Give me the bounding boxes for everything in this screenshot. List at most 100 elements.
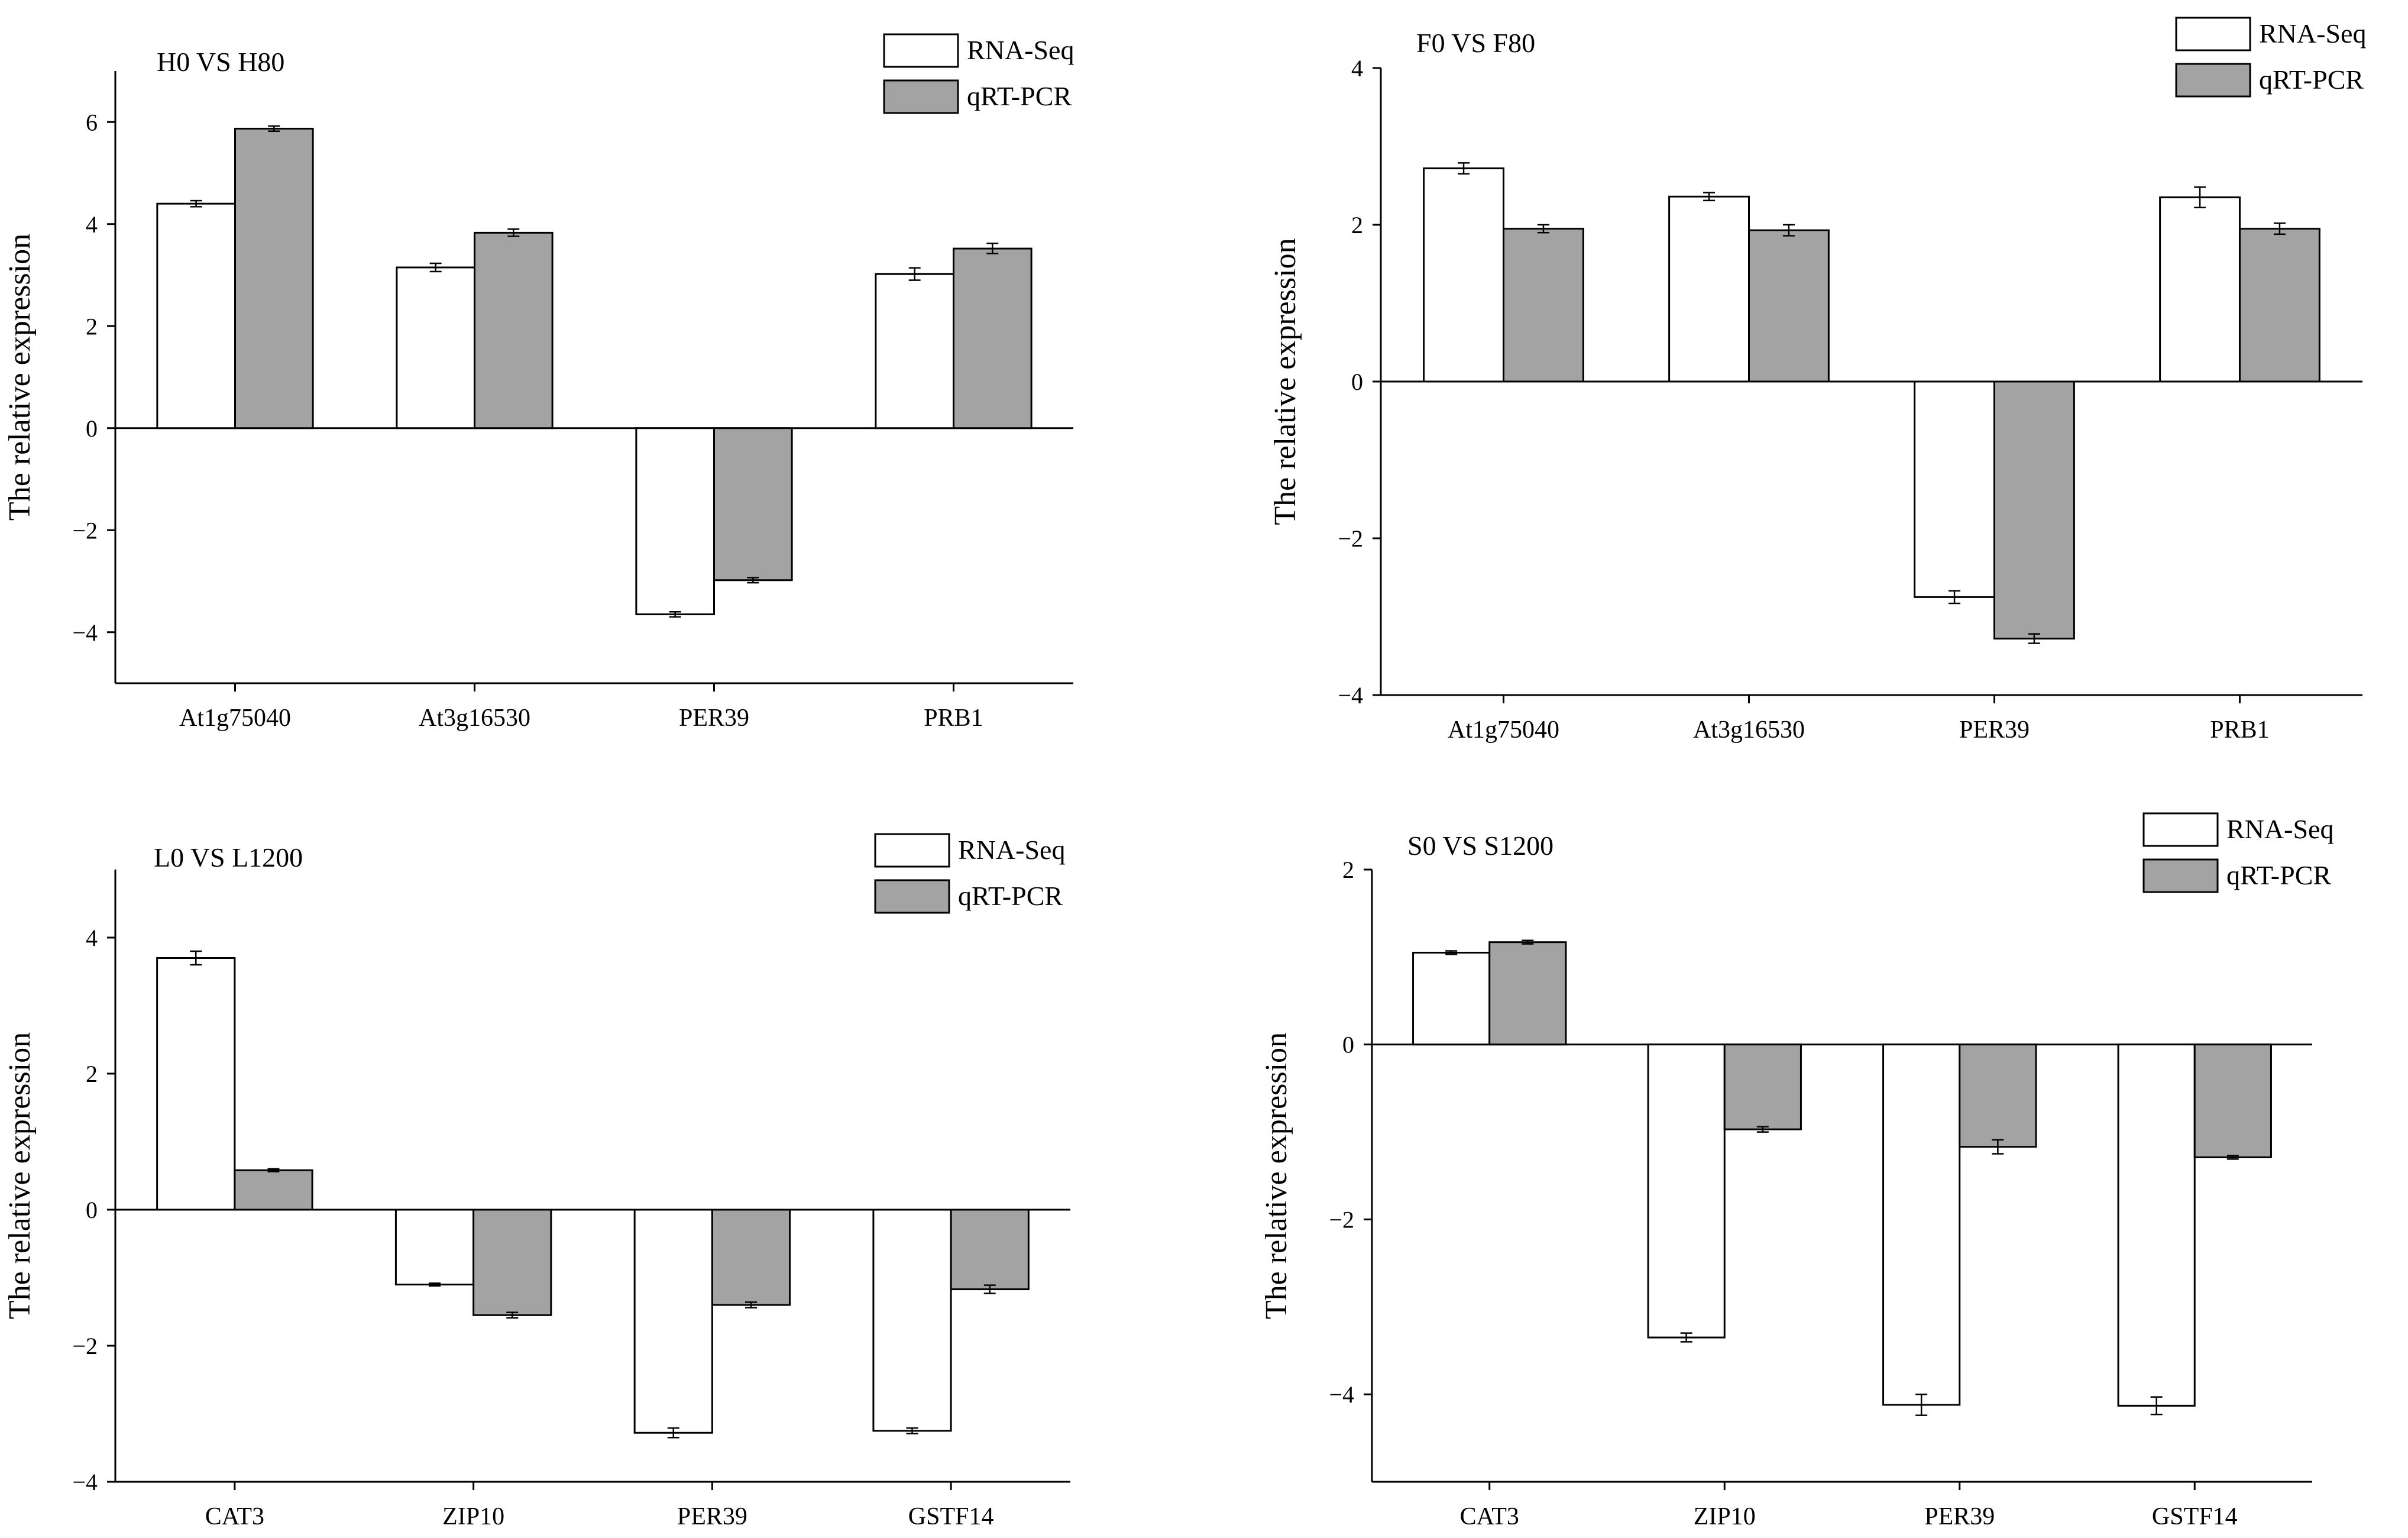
bar-qrt-pcr xyxy=(711,1209,791,1306)
y-tick-label: 2 xyxy=(1351,212,1363,238)
chart-panel-2: −4 −2 0 2 4 The relative expression F0 VS F80 A… xyxy=(1268,17,2366,744)
y-tick-label: −2 xyxy=(72,1333,98,1359)
bar-rna-seq xyxy=(1914,380,1995,598)
y-tick-label: −4 xyxy=(72,619,98,646)
x-tick-label: ZIP10 xyxy=(442,1503,504,1530)
x-tick-label: CAT3 xyxy=(1460,1503,1519,1530)
x-tick-label: At3g16530 xyxy=(419,705,530,732)
bar-qrt-pcr xyxy=(1488,941,1567,1046)
legend-swatch-qrt-pcr xyxy=(874,879,950,914)
legend-swatch-qrt-pcr xyxy=(2142,858,2219,893)
y-tick-label: 0 xyxy=(86,415,98,442)
bar-qrt-pcr xyxy=(234,1169,313,1211)
bar-rna-seq xyxy=(1423,167,1504,383)
legend: RNA-Seq qRT-PCR xyxy=(883,33,1074,114)
legend-label-rna-seq: RNA-Seq xyxy=(958,835,1065,865)
y-tick-label: −2 xyxy=(1329,1206,1354,1233)
legend-swatch-qrt-pcr xyxy=(883,79,959,114)
y-tick-label: −2 xyxy=(72,517,98,544)
y-tick-label: 0 xyxy=(1351,369,1363,395)
y-axis-label: The relative expression xyxy=(3,234,37,521)
bar-rna-seq xyxy=(1647,1043,1726,1339)
bar-qrt-pcr xyxy=(1959,1043,2037,1148)
bar-qrt-pcr xyxy=(953,247,1033,429)
bar-rna-seq xyxy=(396,266,475,429)
legend: RNA-Seq qRT-PCR xyxy=(2142,812,2333,893)
bar-rna-seq xyxy=(1882,1043,1961,1406)
legend-label-qrt-pcr: qRT-PCR xyxy=(2226,860,2331,890)
bar-qrt-pcr xyxy=(2193,1043,2272,1158)
bar-qrt-pcr xyxy=(1723,1043,1802,1130)
chart-panel-3: −4 −2 0 2 4 The relative expression L0 VS L120… xyxy=(3,833,1070,1530)
legend-label-qrt-pcr: qRT-PCR xyxy=(2259,64,2364,95)
y-axis-label: The relative expression xyxy=(3,1032,37,1319)
y-tick-label: 6 xyxy=(86,109,98,135)
bar-rna-seq xyxy=(1412,951,1491,1046)
legend-swatch-qrt-pcr xyxy=(2175,63,2251,98)
legend-label-qrt-pcr: qRT-PCR xyxy=(967,81,1072,111)
x-tick-label: At3g16530 xyxy=(1693,716,1805,744)
bar-qrt-pcr xyxy=(713,427,793,581)
bar-rna-seq xyxy=(2159,196,2241,383)
bar-rna-seq xyxy=(394,1209,475,1285)
legend-swatch-rna-seq xyxy=(883,33,959,68)
chart-title: L0 VS L1200 xyxy=(154,842,303,873)
y-tick-label: 4 xyxy=(86,925,98,951)
chart-title: S0 VS S1200 xyxy=(1407,831,1553,861)
y-tick-label: 2 xyxy=(86,313,98,340)
x-tick-label: PER39 xyxy=(1959,716,2030,744)
bar-qrt-pcr xyxy=(1993,380,2075,640)
y-tick-label: 4 xyxy=(86,211,98,238)
bar-rna-seq xyxy=(2117,1043,2196,1407)
y-tick-label: 2 xyxy=(1342,857,1354,883)
x-tick-label: PER39 xyxy=(1924,1503,1995,1530)
x-tick-label: PRB1 xyxy=(924,705,983,732)
bar-rna-seq xyxy=(872,1209,952,1432)
x-tick-label: PRB1 xyxy=(2210,716,2269,744)
bar-qrt-pcr xyxy=(234,127,314,429)
x-tick-label: GSTF14 xyxy=(2152,1503,2238,1530)
legend-swatch-rna-seq xyxy=(874,833,950,868)
y-axis-label: The relative expression xyxy=(1260,1032,1293,1319)
y-tick-label: −2 xyxy=(1338,525,1363,552)
bar-qrt-pcr xyxy=(472,1209,552,1316)
legend-label-rna-seq: RNA-Seq xyxy=(967,35,1074,65)
bar-qrt-pcr xyxy=(1748,229,1830,383)
y-axis-label: The relative expression xyxy=(1268,238,1302,525)
bar-rna-seq xyxy=(1668,195,1750,383)
bar-qrt-pcr xyxy=(1503,228,1584,383)
bar-qrt-pcr xyxy=(2239,228,2320,383)
y-tick-label: 4 xyxy=(1351,55,1363,82)
y-tick-label: 2 xyxy=(86,1061,98,1087)
bar-rna-seq xyxy=(156,202,236,429)
y-tick-label: −4 xyxy=(72,1469,98,1495)
x-tick-label: PER39 xyxy=(677,1503,747,1530)
x-tick-label: PER39 xyxy=(679,705,749,732)
chart-title: H0 VS H80 xyxy=(157,47,284,77)
y-tick-label: 0 xyxy=(86,1197,98,1223)
x-tick-label: CAT3 xyxy=(205,1503,264,1530)
bar-rna-seq xyxy=(875,273,954,429)
legend-swatch-rna-seq xyxy=(2175,17,2251,51)
bar-rna-seq xyxy=(633,1209,713,1434)
chart-panel-4: −4 −2 0 2 The relative expression S0 VS S1200… xyxy=(1260,812,2333,1530)
x-tick-label: ZIP10 xyxy=(1694,1503,1756,1530)
y-tick-label: −4 xyxy=(1329,1381,1354,1408)
bar-qrt-pcr xyxy=(474,231,554,429)
legend-label-rna-seq: RNA-Seq xyxy=(2259,18,2366,49)
legend: RNA-Seq qRT-PCR xyxy=(2175,17,2366,98)
y-tick-label: −4 xyxy=(1338,682,1363,709)
legend-label-qrt-pcr: qRT-PCR xyxy=(958,881,1063,911)
y-tick-label: 0 xyxy=(1342,1032,1354,1058)
bar-qrt-pcr xyxy=(950,1209,1030,1291)
bar-rna-seq xyxy=(156,957,236,1211)
bar-rna-seq xyxy=(635,427,715,616)
chart-panel-1: −4 −2 0 2 4 6 The relative expression H0 VS H80… xyxy=(3,33,1074,732)
x-tick-label: At1g75040 xyxy=(1448,716,1559,744)
x-tick-label: GSTF14 xyxy=(908,1503,994,1530)
legend-label-rna-seq: RNA-Seq xyxy=(2226,814,2333,844)
chart-title: F0 VS F80 xyxy=(1416,28,1535,58)
legend: RNA-Seq qRT-PCR xyxy=(874,833,1065,914)
